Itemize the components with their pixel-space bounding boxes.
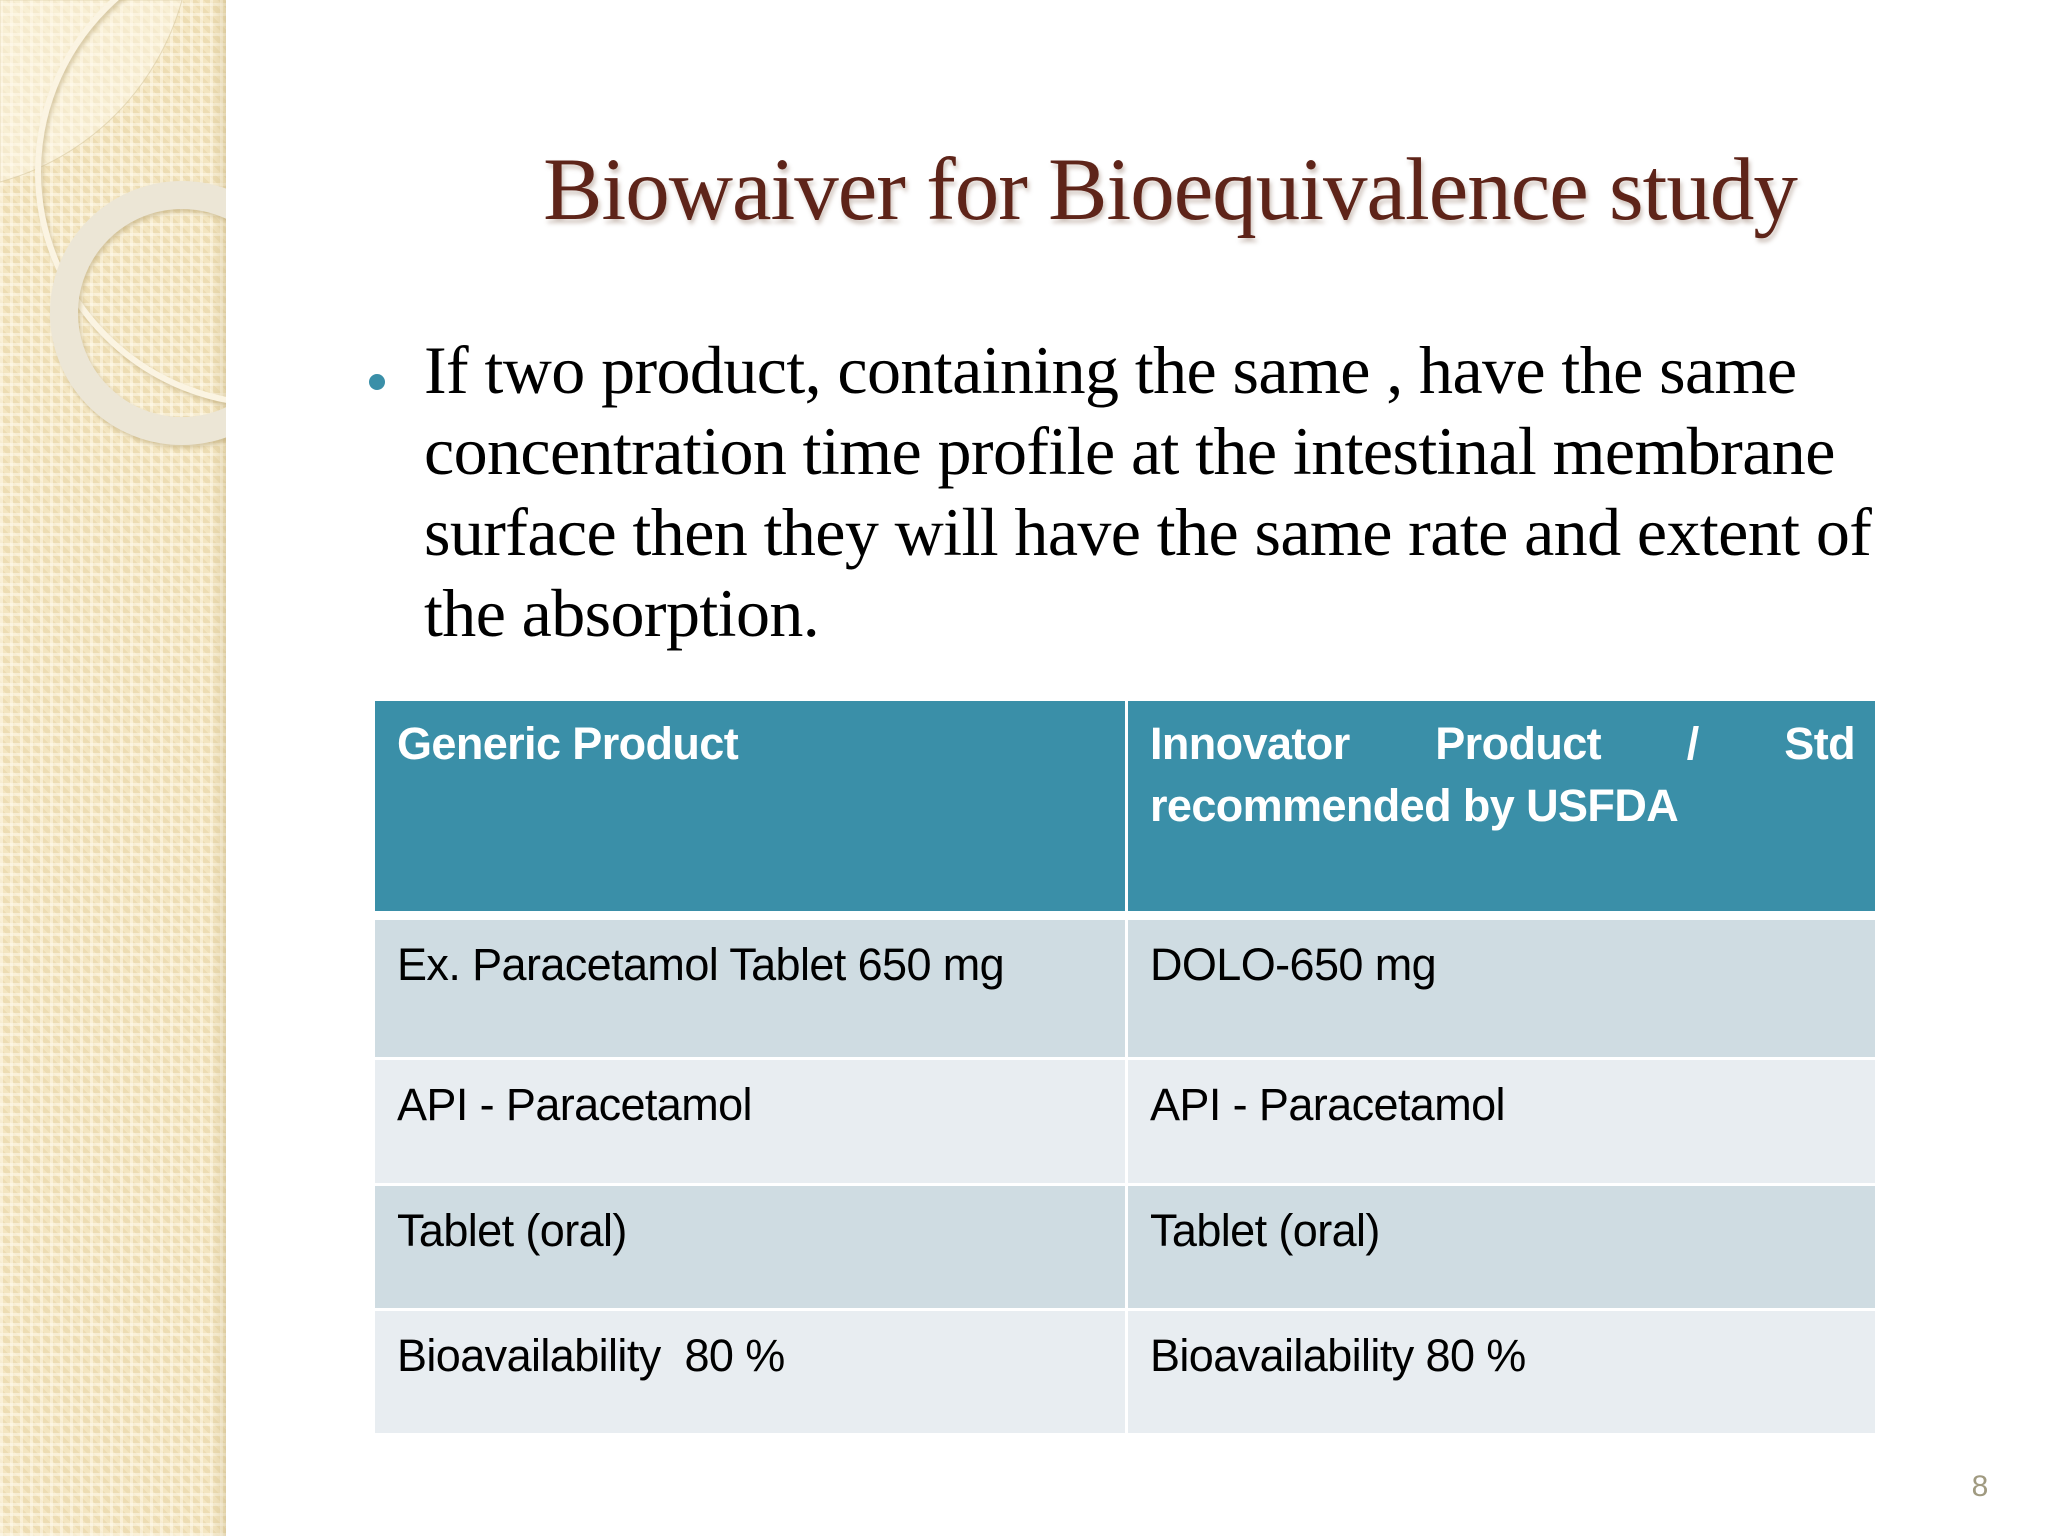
- table-cell: Bioavailability 80 %: [1128, 1311, 1875, 1433]
- slide-title: Biowaiver for Bioequivalence study: [543, 141, 1798, 239]
- bullet-text: If two product, containing the same , ha…: [424, 332, 1872, 651]
- table-cell: Ex. Paracetamol Tablet 650 mg: [375, 920, 1125, 1057]
- header-innovator-product: Innovator Product / Std recommended by U…: [1128, 701, 1875, 911]
- table-row: Ex. Paracetamol Tablet 650 mg DOLO-650 m…: [375, 920, 1875, 1057]
- bullet-dot-icon: [369, 374, 385, 390]
- bullet-item: If two product, containing the same , ha…: [360, 330, 1920, 654]
- comparison-table: Generic Product Innovator Product / Std …: [375, 701, 1875, 1436]
- table-cell: API - Paracetamol: [1128, 1060, 1875, 1183]
- decorative-sidebar: [0, 0, 226, 1536]
- header-generic-product: Generic Product: [375, 701, 1125, 911]
- decorative-rings-icon: [0, 0, 226, 445]
- table-header-row: Generic Product Innovator Product / Std …: [375, 701, 1875, 911]
- page-number: 8: [1971, 1470, 1989, 1503]
- table-row: Tablet (oral) Tablet (oral): [375, 1186, 1875, 1308]
- table-cell: Tablet (oral): [1128, 1186, 1875, 1308]
- table-cell: API - Paracetamol: [375, 1060, 1125, 1183]
- bullet-list: If two product, containing the same , ha…: [360, 330, 1920, 654]
- table-cell: DOLO-650 mg: [1128, 920, 1875, 1057]
- table-cell: Tablet (oral): [375, 1186, 1125, 1308]
- table-cell: Bioavailability 80 %: [375, 1311, 1125, 1433]
- table-row: Bioavailability 80 % Bioavailability 80 …: [375, 1311, 1875, 1433]
- table-row: API - Paracetamol API - Paracetamol: [375, 1060, 1875, 1183]
